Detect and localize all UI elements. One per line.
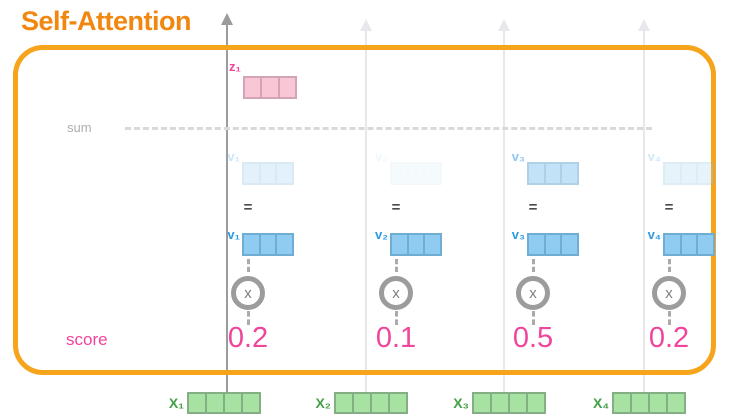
page-title: Self-Attention bbox=[21, 6, 191, 36]
flow-arrow-up-icon bbox=[360, 19, 372, 31]
output-vector bbox=[243, 76, 297, 99]
input-vector bbox=[612, 392, 686, 414]
flow-arrow-up-icon bbox=[221, 13, 233, 25]
attention-frame-border bbox=[13, 45, 716, 375]
flow-arrow-up-icon bbox=[498, 19, 510, 31]
input-label: X₄ bbox=[592, 395, 609, 411]
output-vector-label: z₁ bbox=[229, 59, 241, 74]
score-label: score bbox=[66, 330, 108, 349]
input-label: X₃ bbox=[453, 395, 469, 411]
sum-label: sum bbox=[67, 120, 92, 135]
sum-dashed-line bbox=[125, 127, 652, 130]
flow-arrow-up-icon bbox=[638, 19, 650, 31]
input-vector bbox=[334, 392, 408, 414]
input-vector bbox=[472, 392, 546, 414]
input-label: X₁ bbox=[168, 395, 184, 411]
input-label: X₂ bbox=[315, 395, 331, 411]
input-vector bbox=[187, 392, 261, 414]
